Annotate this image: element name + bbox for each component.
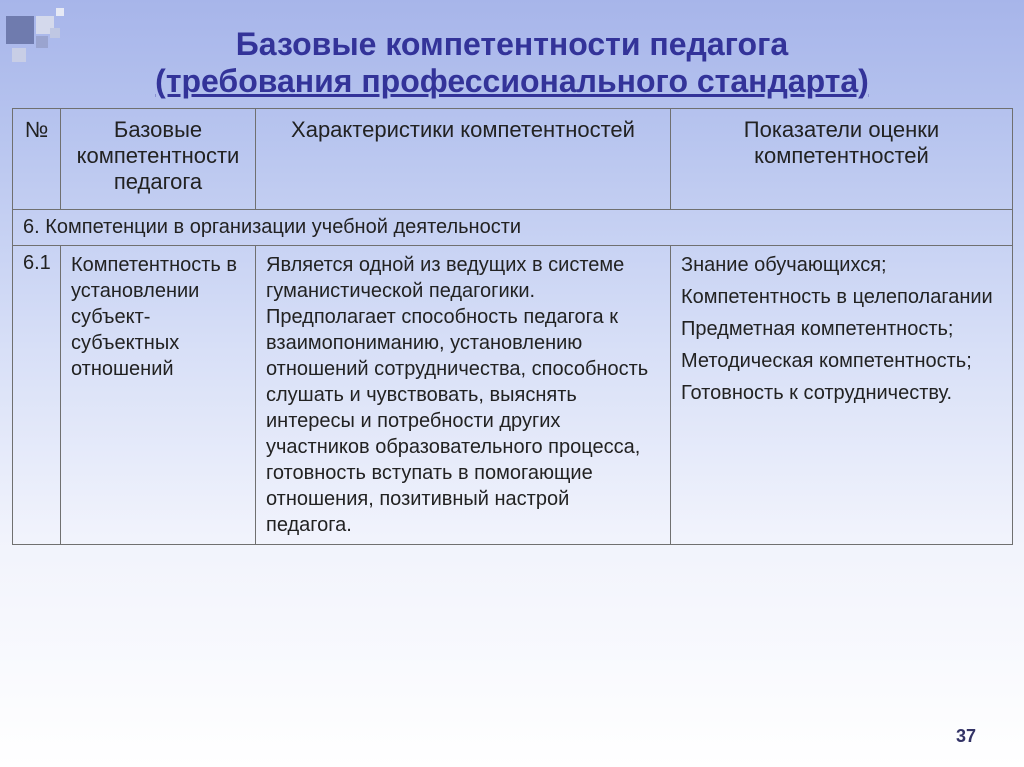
- col-header-indic: Показатели оценки компетентностей: [671, 108, 1013, 209]
- table-row: 6.1 Компетентность в установлении субъек…: [13, 245, 1013, 544]
- col-header-num: №: [13, 108, 61, 209]
- indicator-item: Знание обучающихся;: [681, 252, 1002, 278]
- cell-num: 6.1: [13, 245, 61, 544]
- cell-indicators: Знание обучающихся; Компетентность в цел…: [671, 245, 1013, 544]
- section-row: 6. Компетенции в организации учебной дея…: [13, 209, 1013, 245]
- col-header-char: Характеристики компетентностей: [256, 108, 671, 209]
- page-number: 37: [956, 726, 976, 747]
- corner-decoration: [6, 8, 126, 58]
- title-line-2: (требования профессионального стандарта): [155, 63, 869, 99]
- title-line-1: Базовые компетентности педагога: [236, 26, 788, 62]
- col-header-competence: Базовые компетентности педагога: [61, 108, 256, 209]
- cell-competence: Компетентность в установлении субъект-су…: [61, 245, 256, 544]
- slide-title: Базовые компетентности педагога (требова…: [0, 0, 1024, 106]
- indicator-item: Готовность к сотрудничеству.: [681, 380, 1002, 406]
- indicator-item: Компетентность в целеполагании: [681, 284, 1002, 310]
- cell-characteristics: Является одной из ведущих в системе гума…: [256, 245, 671, 544]
- indicator-item: Предметная компетентность;: [681, 316, 1002, 342]
- section-title: 6. Компетенции в организации учебной дея…: [13, 209, 1013, 245]
- indicator-item: Методическая компетентность;: [681, 348, 1002, 374]
- table-header-row: № Базовые компетентности педагога Характ…: [13, 108, 1013, 209]
- competence-table: № Базовые компетентности педагога Характ…: [12, 108, 1013, 545]
